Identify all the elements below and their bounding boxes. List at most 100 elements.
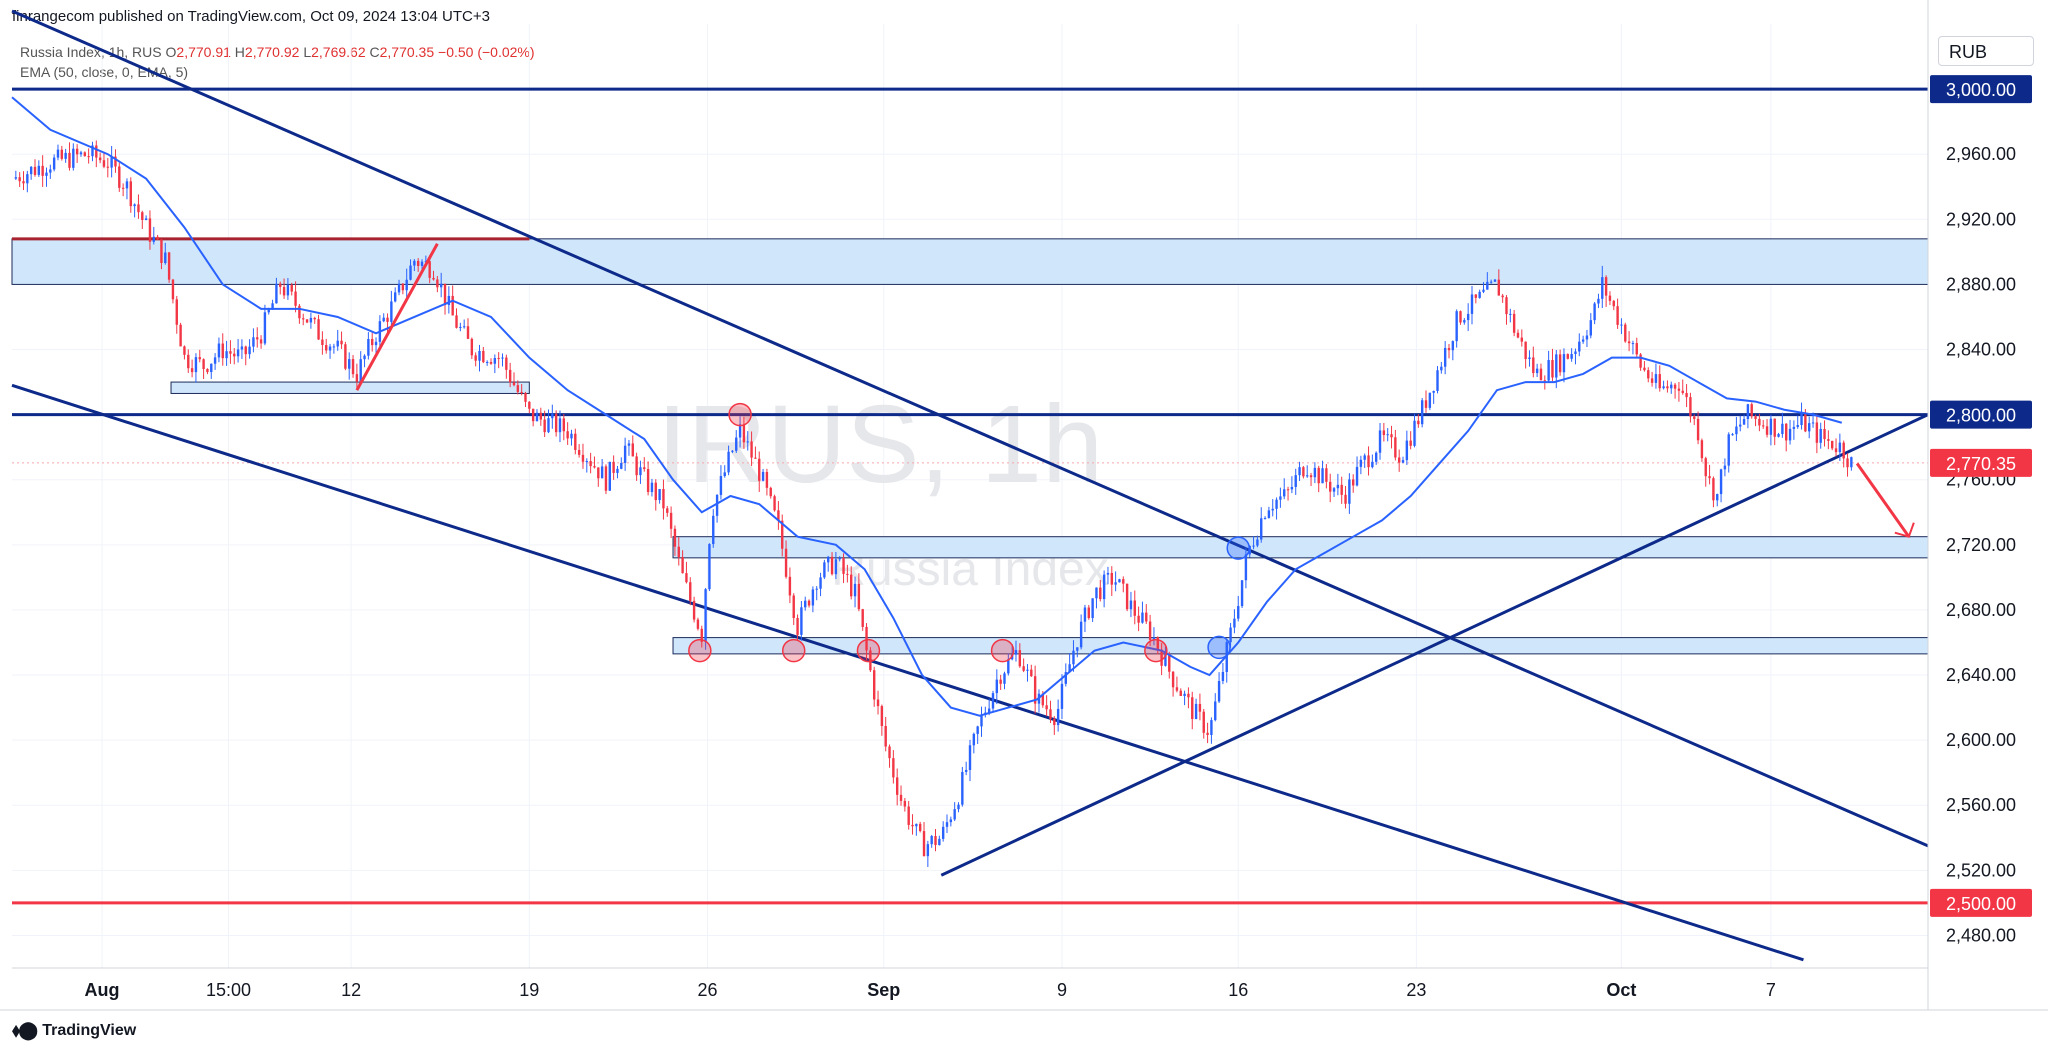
x-tick-label: 9 <box>1057 980 1067 1000</box>
candle-body <box>1708 476 1711 479</box>
price-axis: 2,480.00 2,520.00 2,560.00 2,600.00 2,640.00… <box>1927 0 2032 1010</box>
candle-body <box>1091 598 1094 619</box>
candle-body <box>1271 508 1274 511</box>
candle-body <box>1275 499 1278 509</box>
candle-body <box>823 562 826 578</box>
candle-body <box>961 771 964 805</box>
candle-body <box>1758 418 1761 426</box>
candle-body <box>857 583 861 610</box>
symbol-label[interactable]: Russia Index, 1h, RUS <box>20 44 162 60</box>
candle-body <box>1827 439 1830 441</box>
tradingview-brand[interactable]: ⬧⬤ TradingView <box>12 1020 136 1041</box>
candle-body <box>363 355 366 360</box>
support-resistance-zone <box>11 238 1929 285</box>
candle-body <box>1329 481 1332 492</box>
candle-body <box>646 469 650 493</box>
candle-body <box>332 346 336 348</box>
candle-body <box>1125 583 1129 610</box>
candle-body <box>792 595 795 619</box>
candle-body <box>1432 390 1435 393</box>
candle-body <box>735 437 738 451</box>
candle-body <box>1344 494 1347 504</box>
candle-body <box>685 573 688 583</box>
candle-body <box>1018 650 1022 667</box>
candle-body <box>804 600 807 608</box>
candle-body <box>704 589 707 642</box>
candle-body <box>1639 354 1642 368</box>
candle-body <box>1290 486 1294 490</box>
candle-body <box>976 726 979 734</box>
candle-body <box>106 166 109 168</box>
candle-body <box>1237 606 1240 619</box>
candle-body <box>1049 709 1052 720</box>
candle-body <box>1087 607 1090 619</box>
candle-body <box>1547 360 1550 381</box>
candle-body <box>1765 426 1769 435</box>
candle-body <box>516 385 520 392</box>
candle-body <box>1263 517 1267 519</box>
candle-body <box>1033 676 1037 704</box>
candle-body <box>1459 311 1462 323</box>
candle-body <box>416 260 420 266</box>
candle-body <box>819 577 822 589</box>
candle-body <box>1302 467 1305 477</box>
candle-body <box>428 261 431 278</box>
candle-body <box>328 346 332 351</box>
candle-body <box>1535 368 1539 374</box>
candle-body <box>1413 420 1416 446</box>
candle-body <box>1332 488 1336 492</box>
candle-body <box>459 327 462 329</box>
candle-body <box>248 346 251 355</box>
candle-body <box>179 324 182 347</box>
candle-body <box>1409 440 1412 446</box>
candle-body <box>911 824 914 827</box>
candle-body <box>1509 313 1512 315</box>
candle-body <box>118 166 121 188</box>
touch-point-marker <box>688 638 712 663</box>
candle-body <box>52 157 56 170</box>
candle-body <box>508 369 512 383</box>
candle-body <box>432 277 435 280</box>
candle-body <box>777 510 780 521</box>
candle-body <box>79 152 83 155</box>
y-tick-label: 2,840.00 <box>1946 340 2016 360</box>
open-value: 2,770.91 <box>176 44 231 60</box>
candle-body <box>827 556 830 563</box>
candle-body <box>750 441 753 458</box>
price-label-badge <box>1930 75 2032 104</box>
candle-body <box>313 317 316 320</box>
candle-body <box>1773 418 1776 437</box>
candle-body <box>1014 650 1018 655</box>
candle-body <box>1486 281 1489 290</box>
candle-body <box>627 443 631 446</box>
candle-body <box>1463 320 1466 323</box>
candle-body <box>1792 426 1796 429</box>
candle-body <box>455 315 458 328</box>
currency-selector[interactable]: RUB <box>1938 36 2034 66</box>
candle-body <box>907 806 910 825</box>
candle-body <box>784 548 788 577</box>
candle-body <box>1823 428 1826 440</box>
candle-body <box>202 359 205 369</box>
candle-body <box>1417 420 1420 425</box>
candle-body <box>1589 320 1592 336</box>
x-tick-label: 23 <box>1406 980 1426 1000</box>
candle-body <box>1608 295 1612 301</box>
candle-body <box>1516 332 1520 338</box>
candle-body <box>869 650 872 671</box>
candle-body <box>1171 671 1175 688</box>
candle-body <box>164 252 167 264</box>
candle-body <box>1662 386 1665 389</box>
candle-body <box>1106 572 1110 575</box>
candle-body <box>700 628 703 642</box>
candle-body <box>213 357 217 364</box>
candle-body <box>1543 380 1546 382</box>
candle-body <box>298 305 301 319</box>
candle-body <box>1256 539 1259 546</box>
candle-body <box>838 558 841 560</box>
candle-body <box>256 337 259 340</box>
ohlc-legend: Russia Index, 1h, RUS O2,770.91 H2,770.9… <box>20 42 535 62</box>
candle-body <box>1681 390 1684 393</box>
candle-body <box>1585 335 1589 340</box>
